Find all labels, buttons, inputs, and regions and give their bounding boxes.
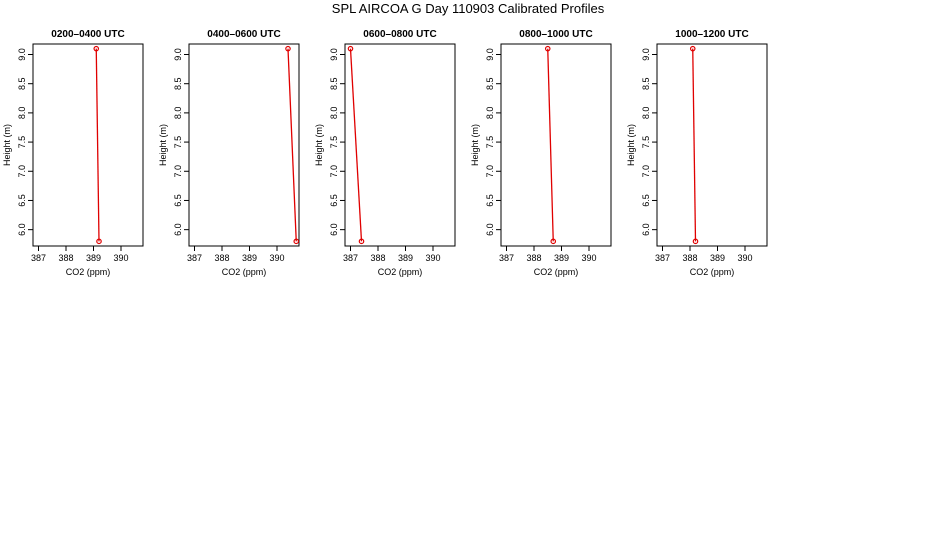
y-tick-label: 8.5	[17, 77, 27, 90]
profile-point	[293, 238, 300, 245]
x-tick-label: 387	[655, 253, 670, 263]
y-tick-label: 6.0	[329, 223, 339, 236]
x-axis-label: CO2 (ppm)	[534, 267, 579, 277]
y-tick-label: 7.0	[485, 165, 495, 178]
profile-panel-5: 1000–1200 UTC 387 388 389 390 6.0 6.5 7.0 7.5 8.0…	[626, 29, 768, 277]
y-tick-label: 9.0	[17, 48, 27, 61]
y-tick-label: 8.5	[641, 77, 651, 90]
profile-line	[95, 48, 100, 242]
y-axis-label: Height (m)	[626, 124, 636, 166]
x-tick-label: 388	[58, 253, 73, 263]
x-tick-label: 387	[31, 253, 46, 263]
profile-plots: 0200–0400 UTC 387 388 389 390 6.0 6.5 7.0 7.5 8.0…	[2, 29, 768, 277]
panel-title: 0400–0600 UTC	[207, 29, 280, 40]
x-tick-label: 387	[343, 253, 358, 263]
y-tick-label: 8.0	[173, 107, 183, 120]
y-tick-label: 7.5	[17, 136, 27, 149]
x-tick-label: 389	[398, 253, 413, 263]
y-tick-label: 7.5	[641, 136, 651, 149]
profile-panel-4: 0800–1000 UTC 387 388 389 390 6.0 6.5 7.0 7.5 8.0…	[470, 29, 612, 277]
profile-point	[358, 238, 365, 245]
profile-line	[349, 48, 363, 242]
y-axis-label: Height (m)	[314, 124, 324, 166]
y-tick-label: 7.5	[329, 136, 339, 149]
y-tick-label: 8.5	[173, 77, 183, 90]
profile-panel-1: 0200–0400 UTC 387 388 389 390 6.0 6.5 7.0 7.5 8.0…	[2, 29, 144, 277]
x-tick-label: 388	[370, 253, 385, 263]
profile-point	[96, 238, 102, 245]
plot-frame	[656, 43, 768, 247]
x-axis-label: CO2 (ppm)	[66, 267, 111, 277]
profile-point	[93, 45, 100, 52]
profile-point	[692, 238, 699, 245]
profile-line	[692, 48, 697, 242]
profile-point	[544, 45, 551, 52]
x-tick-label: 389	[86, 253, 101, 263]
y-tick-label: 6.5	[485, 194, 495, 207]
x-tick-label: 388	[682, 253, 697, 263]
plot-frame	[344, 43, 456, 247]
profile-point	[347, 45, 354, 52]
y-tick-label: 7.0	[641, 165, 651, 178]
y-tick-label: 7.5	[173, 136, 183, 149]
profile-point	[285, 45, 291, 52]
y-tick-label: 6.0	[17, 223, 27, 236]
x-tick-label: 390	[269, 253, 284, 263]
y-tick-label: 6.5	[17, 194, 27, 207]
y-tick-label: 8.5	[329, 77, 339, 90]
y-tick-label: 6.0	[485, 223, 495, 236]
y-axis-label: Height (m)	[470, 124, 480, 166]
x-tick-label: 390	[113, 253, 128, 263]
y-tick-label: 7.0	[329, 165, 339, 178]
y-tick-label: 6.0	[641, 223, 651, 236]
y-tick-label: 6.5	[329, 194, 339, 207]
panel-title: 0200–0400 UTC	[51, 29, 124, 40]
x-tick-label: 387	[187, 253, 202, 263]
x-tick-label: 390	[581, 253, 596, 263]
x-tick-label: 389	[710, 253, 725, 263]
x-axis-label: CO2 (ppm)	[378, 267, 423, 277]
y-tick-label: 9.0	[173, 48, 183, 61]
y-tick-label: 9.0	[329, 48, 339, 61]
x-axis-label: CO2 (ppm)	[690, 267, 735, 277]
x-axis-label: CO2 (ppm)	[222, 267, 267, 277]
panel-title: 0600–0800 UTC	[363, 29, 436, 40]
plot-frame	[500, 43, 612, 247]
x-tick-label: 388	[214, 253, 229, 263]
y-tick-label: 8.0	[485, 107, 495, 120]
y-tick-label: 6.0	[173, 223, 183, 236]
y-tick-label: 9.0	[485, 48, 495, 61]
y-tick-label: 6.5	[641, 194, 651, 207]
plot-frame	[188, 43, 300, 247]
y-tick-label: 7.5	[485, 136, 495, 149]
y-tick-label: 8.0	[641, 107, 651, 120]
plot-frame	[32, 43, 144, 247]
profile-line	[547, 48, 554, 242]
y-tick-label: 8.0	[329, 107, 339, 120]
y-tick-label: 6.5	[173, 194, 183, 207]
x-tick-label: 390	[737, 253, 752, 263]
profile-line	[287, 48, 297, 242]
profile-panel-2: 0400–0600 UTC 387 388 389 390 6.0 6.5 7.0 7.5 8.0…	[158, 29, 300, 277]
y-tick-label: 8.5	[485, 77, 495, 90]
y-tick-label: 7.0	[17, 165, 27, 178]
x-tick-label: 390	[425, 253, 440, 263]
y-tick-label: 7.0	[173, 165, 183, 178]
panel-title: 0800–1000 UTC	[519, 29, 592, 40]
y-axis-label: Height (m)	[2, 124, 12, 166]
y-tick-label: 8.0	[17, 107, 27, 120]
panel-title: 1000–1200 UTC	[675, 29, 748, 40]
figure-title: SPL AIRCOA G Day 110903 Calibrated Profi…	[331, 1, 605, 16]
y-tick-label: 9.0	[641, 48, 651, 61]
profile-point	[689, 45, 696, 52]
x-tick-label: 387	[499, 253, 514, 263]
profile-point	[550, 238, 557, 245]
y-axis-label: Height (m)	[158, 124, 168, 166]
x-tick-label: 388	[526, 253, 541, 263]
profile-panel-3: 0600–0800 UTC 387 388 389 390 6.0 6.5 7.0 7.5 8.0…	[314, 29, 456, 277]
x-tick-label: 389	[554, 253, 569, 263]
x-tick-label: 389	[242, 253, 257, 263]
